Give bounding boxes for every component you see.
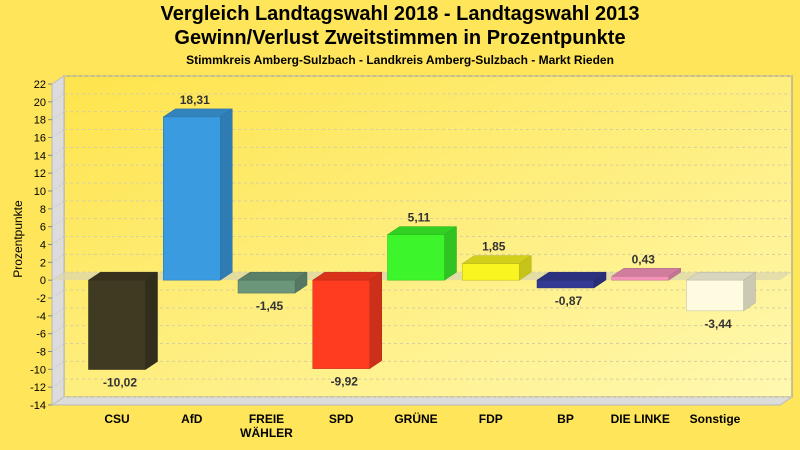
y-tick-label: 0 [40, 275, 46, 287]
bar [685, 271, 757, 312]
bar-front [163, 116, 221, 281]
x-tick-label: FREIE [249, 412, 284, 426]
x-tick-label: Sonstige [690, 412, 741, 426]
bar-side [444, 226, 457, 281]
gridline-side [51, 164, 65, 174]
gridline-side [51, 129, 65, 138]
chart-subtitle: Gewinn/Verlust Zweitstimmen in Prozentpu… [174, 27, 626, 49]
x-tick-label: BP [557, 412, 574, 426]
plot-left-wall [51, 75, 65, 406]
y-tick-label: -12 [30, 382, 46, 394]
chart-subtitle-region: Stimmkreis Amberg-Sulzbach - Landkreis A… [186, 53, 614, 67]
gridline-side [51, 200, 65, 210]
bar-top [685, 271, 757, 281]
data-label: 0,43 [632, 252, 656, 266]
y-tick-label: 8 [40, 204, 46, 216]
bar-front [462, 263, 520, 281]
data-label: 1,85 [482, 240, 506, 254]
y-tick-label: -2 [36, 293, 46, 305]
gridline-side [51, 307, 65, 317]
bar [386, 226, 458, 281]
data-label: -1,45 [256, 299, 284, 313]
bar-front [312, 279, 370, 369]
bar-top [386, 226, 458, 235]
gridline-side [51, 396, 65, 406]
gridline-side [51, 218, 65, 228]
bar-top [461, 255, 533, 264]
data-label: 5,11 [408, 211, 431, 225]
gridline-side [51, 111, 65, 121]
bar [311, 271, 383, 370]
y-tick-label: -10 [30, 364, 46, 376]
bar-top [162, 108, 234, 118]
bar-side [220, 108, 233, 281]
y-tick-label: 18 [34, 115, 46, 127]
bar [162, 108, 234, 281]
y-tick-label: 6 [40, 222, 46, 234]
bar-side [145, 271, 158, 370]
gridline-side [51, 93, 65, 103]
bar [461, 255, 533, 281]
gridline-side [51, 360, 65, 370]
gridline-side [51, 343, 65, 352]
bar [87, 271, 159, 370]
bar-top [87, 271, 159, 281]
gridline-side [51, 253, 65, 263]
data-label: -3,44 [704, 317, 732, 331]
y-tick-label: -4 [36, 311, 46, 323]
gridline-side [51, 182, 65, 192]
x-tick-label: SPD [329, 412, 354, 426]
gridline-side [51, 75, 65, 85]
x-tick-label: AfD [181, 412, 203, 426]
gridline-side [51, 236, 65, 245]
bar-side [369, 271, 382, 370]
bar-front [88, 279, 146, 370]
bar-top [237, 271, 308, 281]
bar-top [610, 268, 682, 277]
data-label: -10,02 [103, 376, 137, 390]
y-tick-label: 4 [40, 240, 46, 252]
gridline-side [51, 325, 65, 335]
y-tick-label: -8 [36, 347, 46, 359]
y-tick-label: -6 [36, 329, 46, 341]
gridline-side [51, 289, 65, 299]
x-tick-label: GRÜNE [394, 411, 437, 426]
x-tick-label: DIE LINKE [611, 412, 670, 426]
x-tick-label: CSU [104, 412, 129, 426]
bar [610, 267, 682, 281]
y-tick-label: 16 [34, 133, 46, 145]
bar [237, 271, 308, 294]
bar-top [536, 271, 607, 281]
gridline-side [51, 146, 65, 156]
y-tick-label: -14 [30, 400, 46, 412]
y-tick-label: 2 [40, 257, 46, 269]
data-label: -0,87 [555, 294, 583, 308]
chart-title: Vergleich Landtagswahl 2018 - Landtagswa… [160, 3, 640, 25]
bar-front [237, 279, 296, 294]
plot-floor [50, 396, 794, 406]
y-tick-label: 14 [34, 150, 46, 162]
data-label: -9,92 [331, 375, 359, 389]
bar-front [387, 234, 445, 281]
bar-front [536, 279, 595, 289]
x-tick-label: FDP [479, 412, 503, 426]
bar-front [686, 279, 744, 312]
y-tick-label: 22 [34, 79, 46, 91]
y-tick-label: 12 [34, 168, 46, 180]
gridline-side [51, 378, 65, 388]
y-tick-label: 10 [34, 186, 46, 198]
bar-front [611, 276, 669, 281]
gridline-side [51, 271, 65, 281]
bar-top [311, 271, 383, 281]
bar [536, 271, 607, 289]
data-label: 18,31 [180, 93, 210, 107]
y-tick-label: 20 [34, 97, 46, 109]
x-tick-label: WÄHLER [240, 425, 293, 440]
